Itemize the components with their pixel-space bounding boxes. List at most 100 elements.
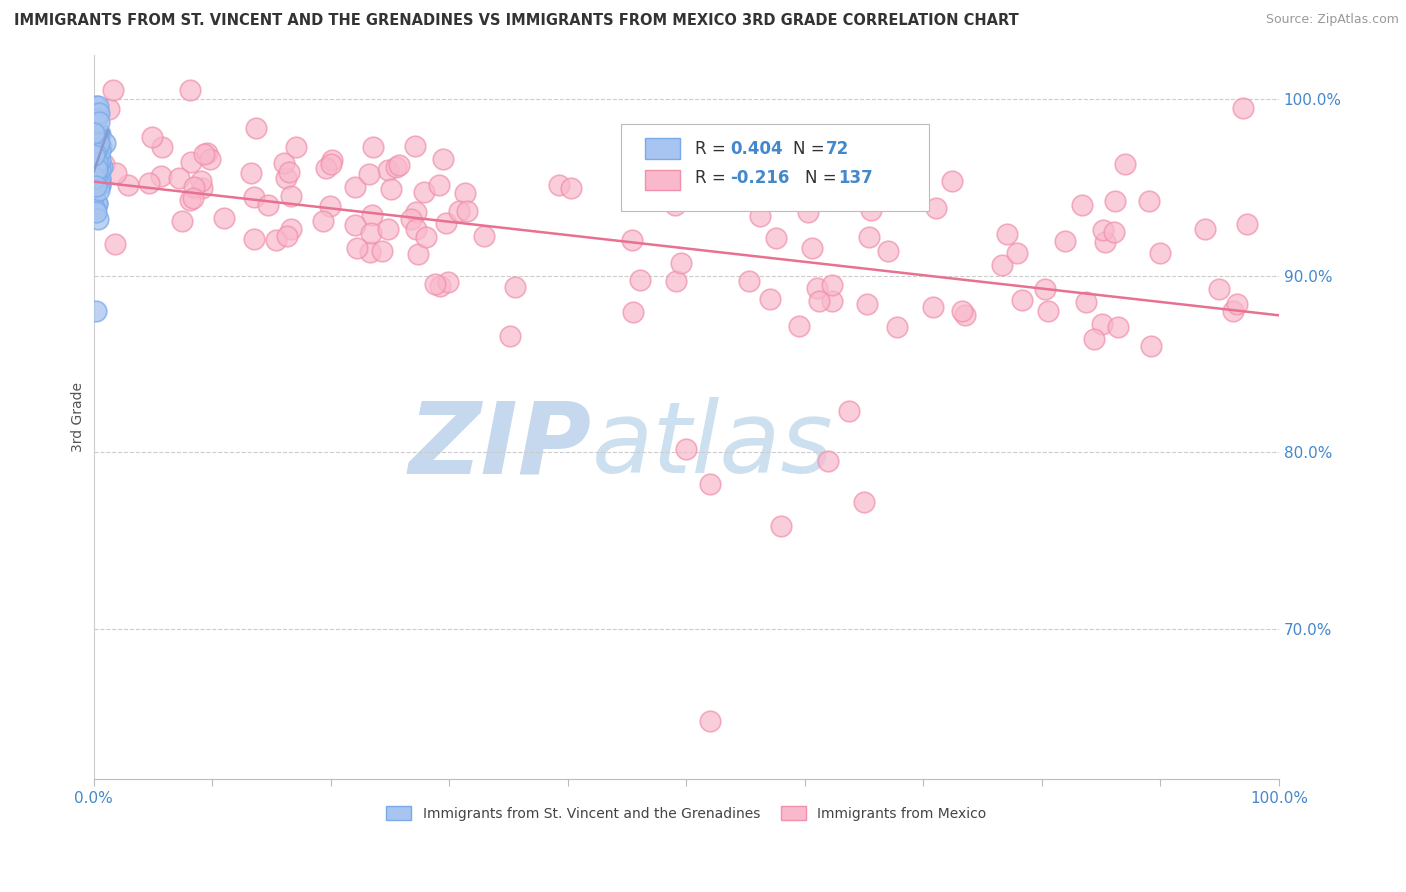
Point <box>83 188 105 202</box>
Text: ZIP: ZIP <box>408 398 592 494</box>
Point <box>453 186 475 201</box>
Point <box>117 178 139 192</box>
Point <box>699 477 721 491</box>
Point <box>499 328 522 343</box>
Point <box>83 150 105 164</box>
Point <box>84 99 107 113</box>
Point <box>447 204 470 219</box>
Point <box>83 170 105 185</box>
Point <box>87 146 110 161</box>
Point <box>87 140 110 154</box>
Text: IMMIGRANTS FROM ST. VINCENT AND THE GRENADINES VS IMMIGRANTS FROM MEXICO 3RD GRA: IMMIGRANTS FROM ST. VINCENT AND THE GREN… <box>14 13 1019 29</box>
Point <box>385 160 408 174</box>
Point <box>273 156 295 170</box>
Point <box>922 301 945 315</box>
Point <box>243 232 266 246</box>
Point <box>86 162 108 177</box>
Point <box>404 138 426 153</box>
Point <box>89 145 111 159</box>
Point <box>671 256 693 270</box>
Point <box>505 280 527 294</box>
Point <box>856 296 879 310</box>
Point <box>621 304 644 318</box>
Point <box>423 277 446 292</box>
FancyBboxPatch shape <box>645 138 681 159</box>
Point <box>315 161 337 175</box>
Point <box>141 129 163 144</box>
Point <box>90 161 112 175</box>
Point <box>89 161 111 176</box>
Point <box>98 102 121 116</box>
Point <box>1225 297 1247 311</box>
Point <box>1091 317 1114 331</box>
Point <box>183 179 205 194</box>
Point <box>86 195 108 210</box>
Point <box>860 203 883 218</box>
Point <box>343 180 366 194</box>
Point <box>359 244 381 259</box>
Point <box>472 229 495 244</box>
Point <box>87 133 110 147</box>
Point <box>277 165 299 179</box>
Point <box>193 147 215 161</box>
Point <box>675 442 697 456</box>
Point <box>801 241 824 255</box>
Point <box>86 134 108 148</box>
Point <box>86 104 108 119</box>
Point <box>84 170 107 185</box>
Point <box>621 233 644 247</box>
Point <box>860 161 883 175</box>
Point <box>94 136 117 151</box>
Point <box>89 173 111 187</box>
Point <box>104 237 127 252</box>
Legend: Immigrants from St. Vincent and the Grenadines, Immigrants from Mexico: Immigrants from St. Vincent and the Gren… <box>381 800 991 826</box>
Point <box>214 211 236 225</box>
Point <box>87 136 110 150</box>
Point <box>821 277 844 292</box>
Point <box>413 186 436 200</box>
Point <box>83 169 105 184</box>
Point <box>93 157 115 171</box>
Point <box>312 214 335 228</box>
Point <box>84 145 107 159</box>
Point <box>276 171 298 186</box>
Point <box>83 138 105 153</box>
Text: Source: ZipAtlas.com: Source: ZipAtlas.com <box>1265 13 1399 27</box>
Point <box>548 178 571 192</box>
Point <box>434 216 457 230</box>
Point <box>86 128 108 142</box>
Point <box>83 161 105 176</box>
Text: N =: N = <box>804 169 842 187</box>
Point <box>190 174 212 188</box>
Point <box>346 241 368 255</box>
Point <box>1232 101 1254 115</box>
FancyBboxPatch shape <box>621 124 929 211</box>
Point <box>83 155 105 169</box>
Point <box>1071 197 1094 211</box>
Point <box>83 126 105 140</box>
Point <box>280 188 302 202</box>
Point <box>359 167 381 181</box>
Point <box>84 170 107 185</box>
Point <box>749 210 772 224</box>
Point <box>1137 194 1160 209</box>
Point <box>806 281 828 295</box>
Point <box>179 193 201 207</box>
Point <box>87 98 110 112</box>
Point <box>817 454 839 468</box>
Point <box>266 234 288 248</box>
Point <box>84 159 107 173</box>
Point <box>360 226 382 240</box>
Point <box>138 176 160 190</box>
Point <box>87 149 110 163</box>
Point <box>1222 303 1244 318</box>
Text: 72: 72 <box>827 139 849 158</box>
Point <box>200 152 222 166</box>
Point <box>770 519 793 533</box>
Point <box>360 208 382 222</box>
Point <box>399 212 422 227</box>
Point <box>89 106 111 120</box>
Text: R =: R = <box>695 139 731 158</box>
Point <box>377 222 399 236</box>
Point <box>1083 332 1105 346</box>
